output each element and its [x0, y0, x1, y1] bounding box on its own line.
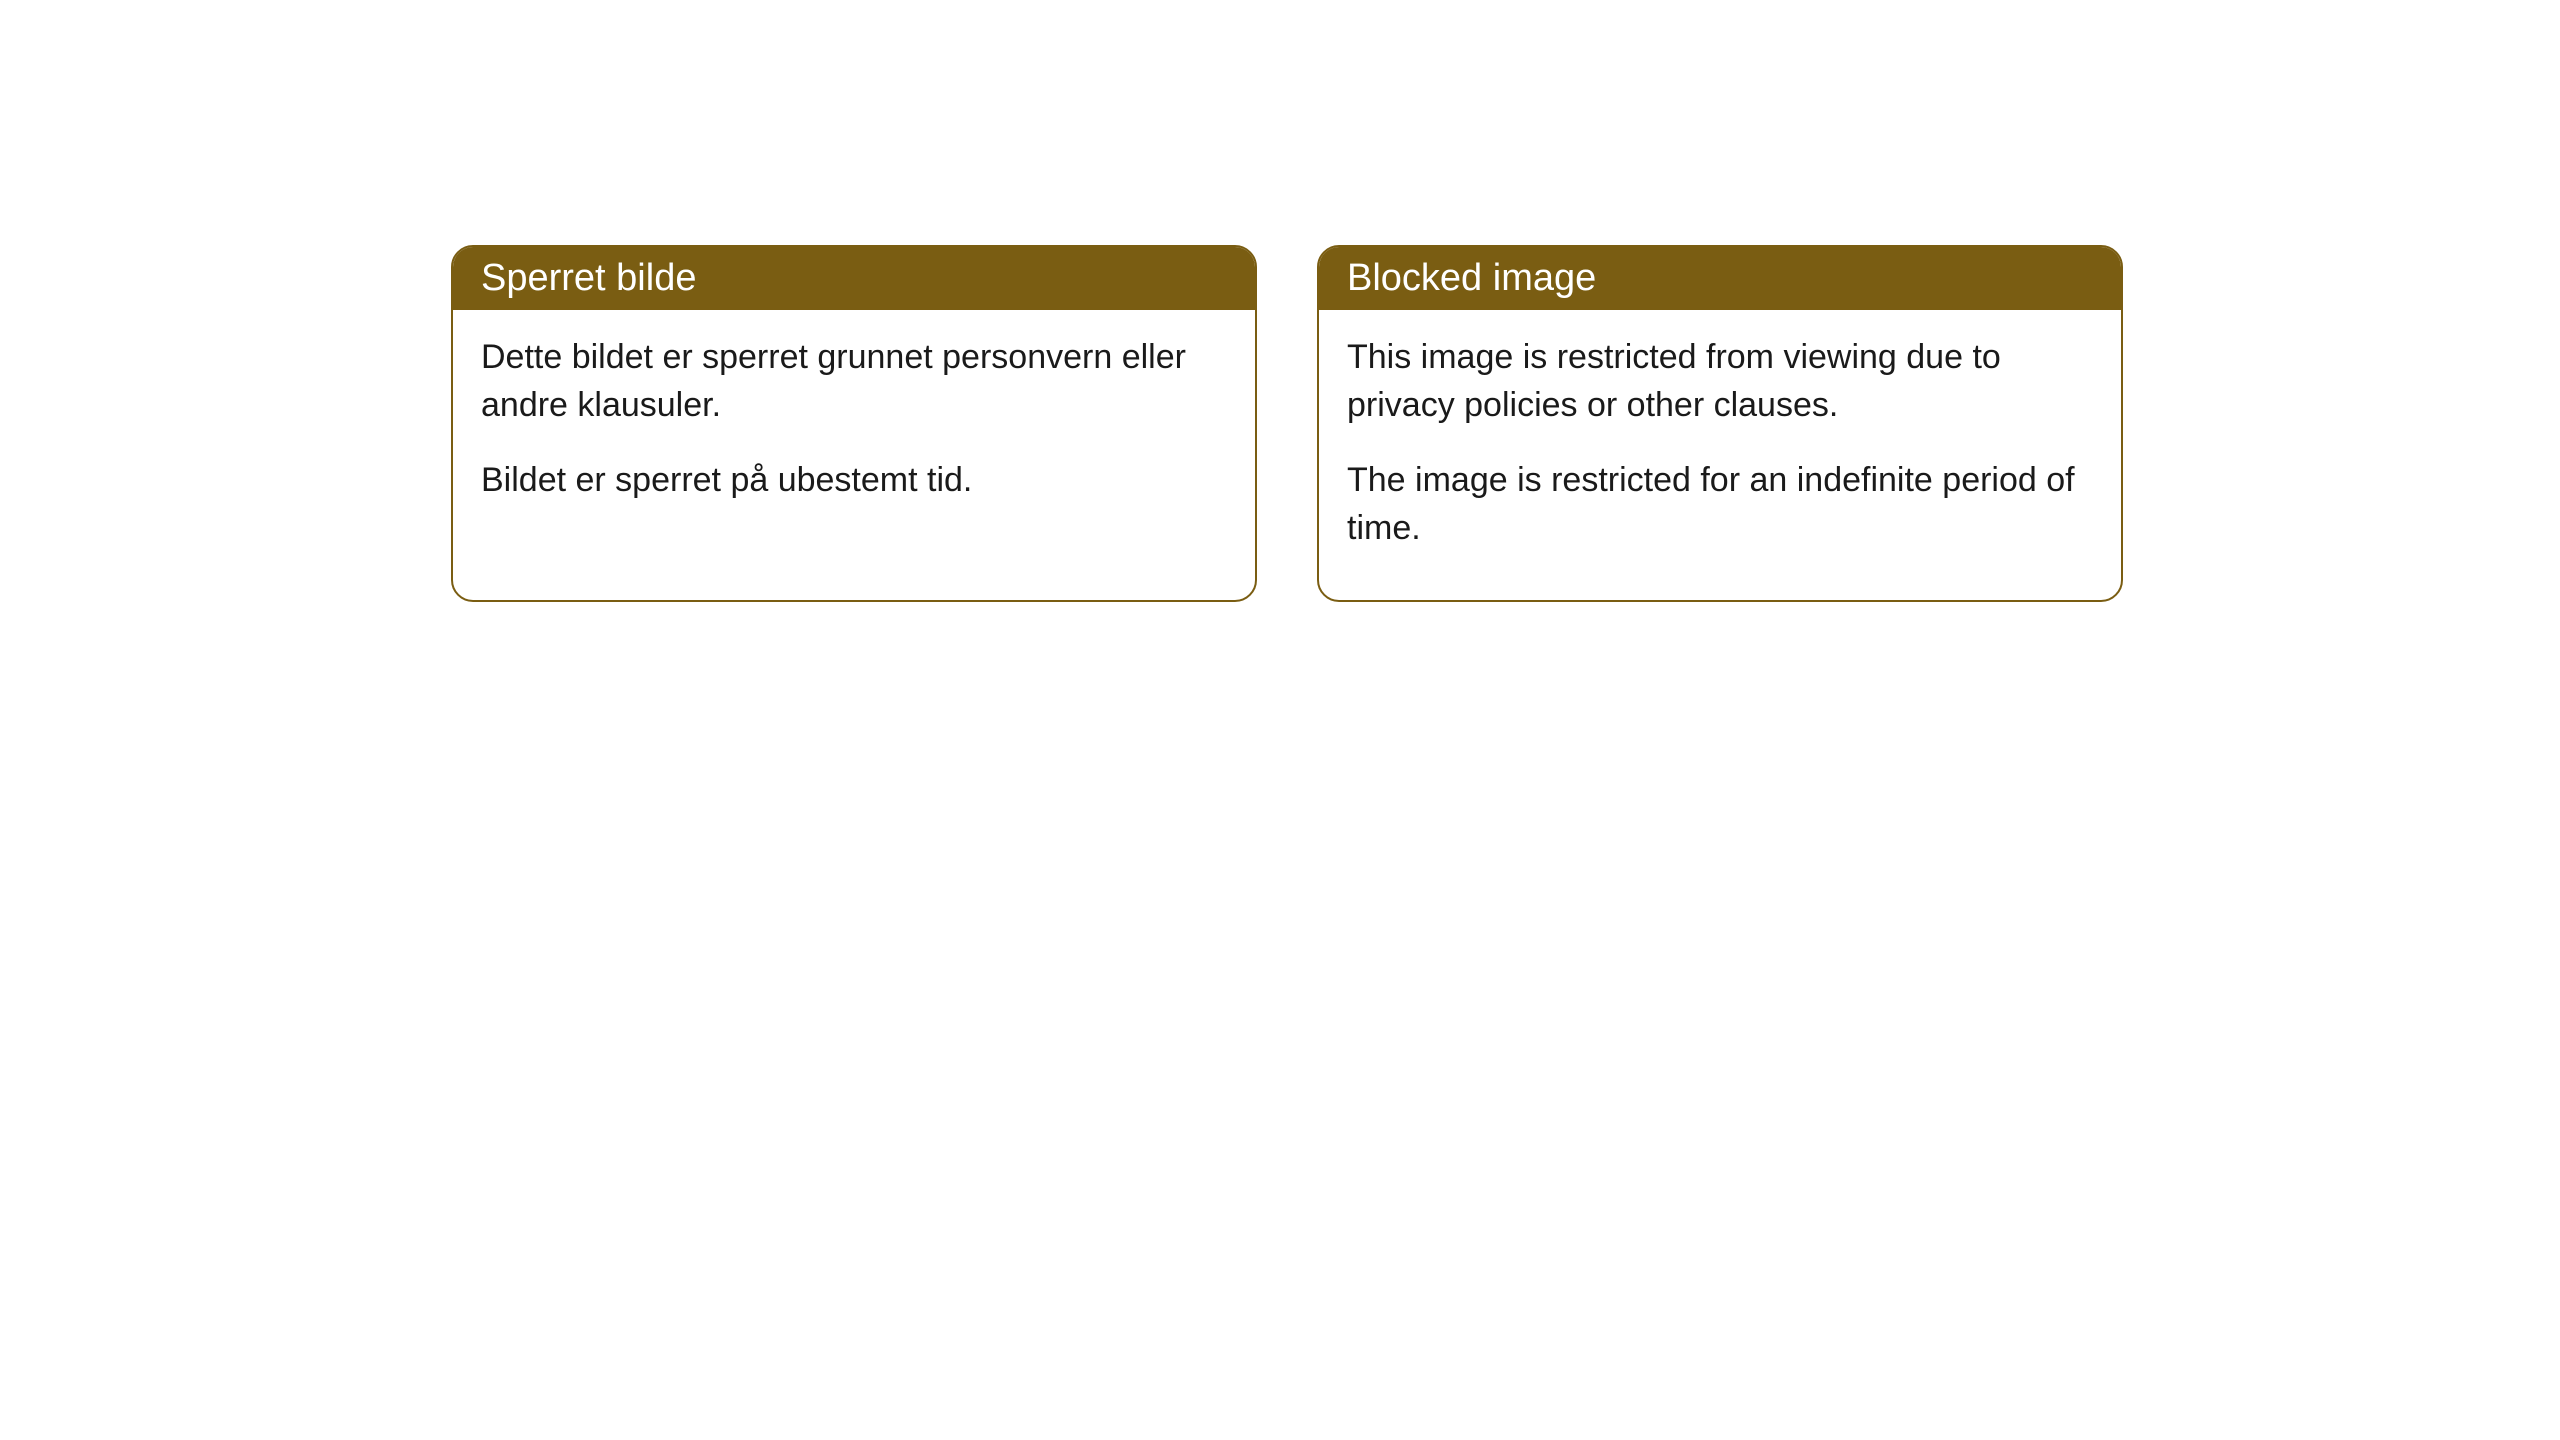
- card-header: Blocked image: [1319, 247, 2121, 310]
- card-paragraph: Dette bildet er sperret grunnet personve…: [481, 334, 1227, 429]
- card-paragraph: Bildet er sperret på ubestemt tid.: [481, 457, 1227, 505]
- cards-container: Sperret bilde Dette bildet er sperret gr…: [451, 245, 2560, 602]
- card-paragraph: The image is restricted for an indefinit…: [1347, 457, 2093, 552]
- card-body: Dette bildet er sperret grunnet personve…: [453, 310, 1255, 553]
- blocked-image-card-english: Blocked image This image is restricted f…: [1317, 245, 2123, 602]
- card-paragraph: This image is restricted from viewing du…: [1347, 334, 2093, 429]
- blocked-image-card-norwegian: Sperret bilde Dette bildet er sperret gr…: [451, 245, 1257, 602]
- card-body: This image is restricted from viewing du…: [1319, 310, 2121, 600]
- card-title: Sperret bilde: [481, 257, 696, 299]
- card-title: Blocked image: [1347, 257, 1596, 299]
- card-header: Sperret bilde: [453, 247, 1255, 310]
